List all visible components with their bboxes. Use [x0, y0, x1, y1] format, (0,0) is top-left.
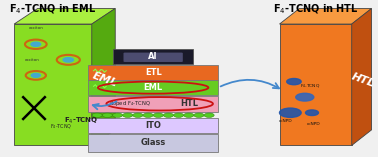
Text: ITO: ITO — [145, 121, 161, 130]
Text: α-NPD: α-NPD — [307, 122, 321, 126]
Circle shape — [194, 113, 204, 117]
Circle shape — [287, 78, 301, 85]
Circle shape — [63, 58, 73, 62]
Polygon shape — [352, 8, 372, 145]
Circle shape — [204, 113, 214, 117]
Circle shape — [133, 113, 143, 117]
Text: α-NPD: α-NPD — [279, 119, 293, 123]
Text: F$_4$-TCNQ: F$_4$-TCNQ — [50, 122, 72, 131]
Polygon shape — [92, 8, 115, 145]
Circle shape — [153, 113, 163, 117]
Text: exciton: exciton — [28, 26, 43, 30]
Polygon shape — [279, 24, 352, 145]
Circle shape — [31, 42, 41, 46]
Text: F$_4$-TCNQ in HTL: F$_4$-TCNQ in HTL — [273, 2, 358, 16]
Text: ETL: ETL — [145, 68, 161, 77]
Circle shape — [305, 110, 319, 116]
Circle shape — [102, 113, 112, 117]
Polygon shape — [14, 24, 92, 145]
Circle shape — [113, 113, 122, 117]
FancyBboxPatch shape — [88, 65, 218, 80]
Text: Glass: Glass — [141, 138, 166, 147]
Text: HTL: HTL — [350, 71, 376, 89]
Circle shape — [163, 113, 174, 117]
Text: EML: EML — [144, 83, 163, 92]
FancyBboxPatch shape — [88, 96, 218, 112]
FancyBboxPatch shape — [113, 49, 194, 64]
Text: F$_4$-TCNQ: F$_4$-TCNQ — [64, 116, 98, 126]
Text: HTL: HTL — [181, 99, 198, 108]
Circle shape — [296, 93, 314, 101]
Text: EML: EML — [91, 71, 119, 89]
Circle shape — [143, 113, 153, 117]
Polygon shape — [14, 8, 115, 24]
Text: F$_4$-TCNQ in EML: F$_4$-TCNQ in EML — [9, 2, 96, 16]
Text: doped F$_4$-TCNQ: doped F$_4$-TCNQ — [109, 99, 151, 108]
Circle shape — [174, 113, 184, 117]
Circle shape — [279, 108, 301, 117]
Text: exciton: exciton — [25, 58, 40, 62]
Circle shape — [31, 73, 40, 77]
Circle shape — [184, 113, 194, 117]
FancyBboxPatch shape — [88, 80, 218, 95]
FancyBboxPatch shape — [124, 53, 183, 62]
Text: Al: Al — [149, 52, 158, 61]
Polygon shape — [279, 8, 372, 24]
Circle shape — [122, 113, 133, 117]
FancyBboxPatch shape — [88, 118, 218, 133]
Text: F$_4$-TCNQ: F$_4$-TCNQ — [300, 83, 321, 90]
Circle shape — [92, 113, 102, 117]
FancyBboxPatch shape — [88, 134, 218, 152]
